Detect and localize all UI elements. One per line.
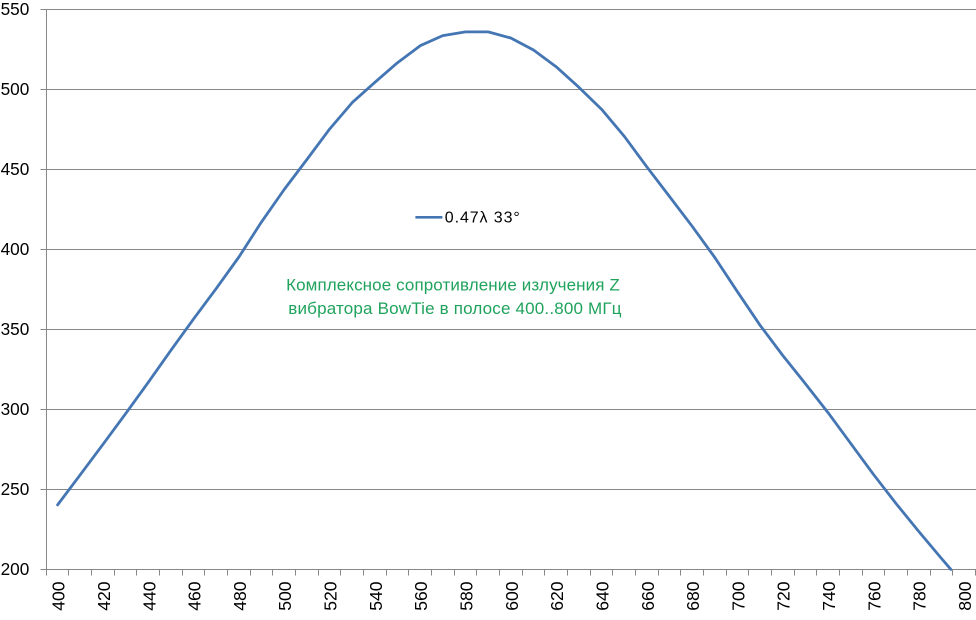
svg-text:550: 550 [1,0,30,19]
svg-text:400: 400 [49,581,69,611]
svg-text:480: 480 [230,581,250,611]
svg-text:0.47λ 33°: 0.47λ 33° [445,209,521,226]
svg-text:460: 460 [185,581,205,611]
svg-text:450: 450 [1,159,30,179]
svg-text:580: 580 [457,581,477,611]
svg-text:440: 440 [139,581,159,611]
svg-text:420: 420 [94,581,114,611]
svg-text:720: 720 [774,581,794,611]
svg-text:400: 400 [1,239,30,259]
svg-text:250: 250 [1,479,30,499]
svg-text:200: 200 [1,559,30,579]
svg-text:350: 350 [1,319,30,339]
svg-text:700: 700 [728,581,748,611]
svg-text:760: 760 [864,581,884,611]
svg-text:вибратора BowTie в полосе 400.: вибратора BowTie в полосе 400..800 МГц [288,299,621,318]
svg-text:740: 740 [819,581,839,611]
svg-text:680: 680 [683,581,703,611]
svg-text:780: 780 [910,581,930,611]
svg-text:660: 660 [638,581,658,611]
svg-text:500: 500 [1,79,30,99]
svg-text:300: 300 [1,399,30,419]
svg-text:800: 800 [955,581,975,611]
svg-text:540: 540 [366,581,386,611]
svg-text:520: 520 [321,581,341,611]
svg-text:600: 600 [502,581,522,611]
svg-text:Комплексное сопротивление излу: Комплексное сопротивление излучения Z [286,276,620,295]
svg-text:500: 500 [275,581,295,611]
svg-text:620: 620 [547,581,567,611]
svg-text:640: 640 [593,581,613,611]
svg-text:560: 560 [411,581,431,611]
